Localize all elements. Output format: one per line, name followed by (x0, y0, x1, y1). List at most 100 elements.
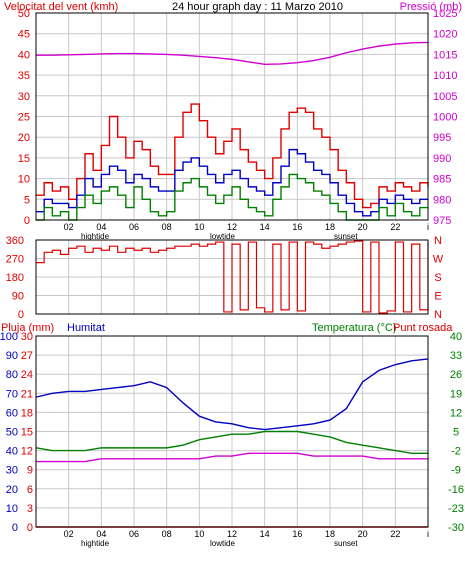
pressure-y-tick: 1020 (433, 29, 457, 41)
temperature-y-tick: -2 (451, 446, 461, 458)
direction-y-tick: 270 (6, 254, 24, 266)
wind-y-tick: 20 (18, 132, 30, 144)
temperature-y-tick: 33 (450, 350, 462, 362)
pressure-y-tick: 1015 (433, 49, 457, 61)
x-tick-label-top: 10 (194, 222, 204, 232)
humidity-y-tick: 30 (6, 465, 18, 477)
pressure-y-tick: 980 (433, 194, 451, 206)
event-lowtide-top: lowtide (210, 232, 235, 241)
temperature-y-tick: -23 (448, 503, 464, 515)
x-tick-label-top: 02 (64, 222, 74, 232)
direction-y-tick: 360 (6, 235, 24, 247)
rain-y-tick: 27 (21, 350, 33, 362)
event-lowtide-bottom: lowtide (210, 539, 235, 548)
humidity-y-tick: 40 (6, 446, 18, 458)
temperature-y-tick: -30 (448, 522, 464, 534)
humidity-y-tick: 80 (6, 369, 18, 381)
humidity-y-tick: 20 (6, 484, 18, 496)
direction-compass-label: N (434, 235, 442, 247)
x-tick-label-top: 04 (96, 222, 106, 232)
x-tick-label-top: 08 (162, 222, 172, 232)
wind-y-tick: 40 (18, 49, 30, 61)
series-direction (36, 240, 429, 314)
rain-y-tick: 9 (27, 465, 33, 477)
direction-y-tick: 180 (6, 272, 24, 284)
x-tick-label-bottom: 18 (325, 529, 335, 539)
x-tick-label-bottom: 20 (358, 529, 368, 539)
x-tick-label-top: i (427, 222, 429, 232)
x-tick-label-top: 22 (390, 222, 400, 232)
humidity-label: Humitat (67, 322, 105, 334)
humidity-y-tick: 70 (6, 388, 18, 400)
wind-y-tick: 25 (18, 112, 30, 124)
humidity-y-tick: 10 (6, 503, 18, 515)
pressure-y-tick: 995 (433, 132, 451, 144)
x-tick-label-bottom: 06 (129, 529, 139, 539)
x-tick-label-bottom: i (427, 529, 429, 539)
wind-panel-frame (35, 12, 429, 221)
x-tick-label-bottom: 02 (64, 529, 74, 539)
tick-labels-layer: 0202040406060808101012121414161618182020… (0, 8, 464, 539)
temperature-y-tick: 12 (450, 407, 462, 419)
series-dew (36, 452, 428, 463)
rain-y-tick: 3 (27, 503, 33, 515)
rain-y-tick: 21 (21, 388, 33, 400)
x-tick-label-bottom: 04 (96, 529, 106, 539)
pressure-y-tick: 1000 (433, 112, 457, 124)
wind-y-tick: 0 (24, 215, 30, 227)
x-tick-label-top: 18 (325, 222, 335, 232)
series-temperature (35, 430, 428, 455)
pressure-y-tick: 1025 (433, 8, 457, 20)
x-tick-label-top: 20 (358, 222, 368, 232)
x-tick-label-bottom: 14 (260, 529, 270, 539)
pressure-y-tick: 990 (433, 153, 451, 165)
pressure-y-tick: 975 (433, 215, 451, 227)
temperature-label: Temperatura (°C) (312, 322, 396, 334)
pressure-title: Pressió (mb) (400, 1, 462, 13)
temperature-y-tick: 19 (450, 388, 462, 400)
rain-y-tick: 6 (27, 484, 33, 496)
direction-y-tick: 90 (12, 291, 24, 303)
event-sunset-bottom: sunset (334, 539, 358, 548)
series-wind_avg_blue (36, 148, 428, 217)
x-tick-label-bottom: 12 (227, 529, 237, 539)
humidity-y-tick: 0 (12, 522, 18, 534)
x-tick-label-bottom: 16 (292, 529, 302, 539)
event-sunset-top: sunset (334, 232, 358, 241)
x-tick-label-bottom: 22 (390, 529, 400, 539)
wind-y-tick: 15 (18, 153, 30, 165)
temperature-y-tick: -16 (448, 484, 464, 496)
series-pressure-line (36, 41, 429, 66)
graph-title: 24 hour graph day : 11 Marzo 2010 (172, 1, 343, 13)
temp-panel-frame (35, 335, 429, 528)
direction-compass-label: S (434, 272, 441, 284)
humidity-y-tick: 60 (6, 407, 18, 419)
rain-y-tick: 24 (21, 369, 33, 381)
pressure-y-tick: 985 (433, 174, 451, 186)
x-tick-label-bottom: 08 (162, 529, 172, 539)
wind-y-tick: 45 (18, 29, 30, 41)
chart-lines-layer (35, 12, 429, 528)
humidity-y-tick: 90 (6, 350, 18, 362)
rain-label: Pluja (mm) (1, 322, 54, 334)
temperature-y-tick: 26 (450, 369, 462, 381)
wind-y-tick: 35 (18, 70, 30, 82)
rain-y-tick: 12 (21, 446, 33, 458)
humidity-y-tick: 100 (0, 331, 18, 343)
pressure-y-tick: 1005 (433, 91, 457, 103)
dew-point-label: Punt rosada (393, 322, 453, 334)
direction-compass-label: N (434, 309, 442, 321)
event-hightide-top: hightide (81, 232, 110, 241)
temperature-y-tick: 40 (450, 331, 462, 343)
rain-y-tick: 30 (21, 331, 33, 343)
rain-y-tick: 18 (21, 407, 33, 419)
humidity-y-tick: 50 (6, 427, 18, 439)
direction-panel-frame (35, 239, 429, 315)
event-hightide-bottom: hightide (81, 539, 110, 548)
pressure-y-tick: 1010 (433, 70, 457, 82)
temperature-y-tick: 5 (453, 427, 459, 439)
temperature-y-tick: -9 (451, 465, 461, 477)
direction-y-tick: 0 (18, 309, 24, 321)
